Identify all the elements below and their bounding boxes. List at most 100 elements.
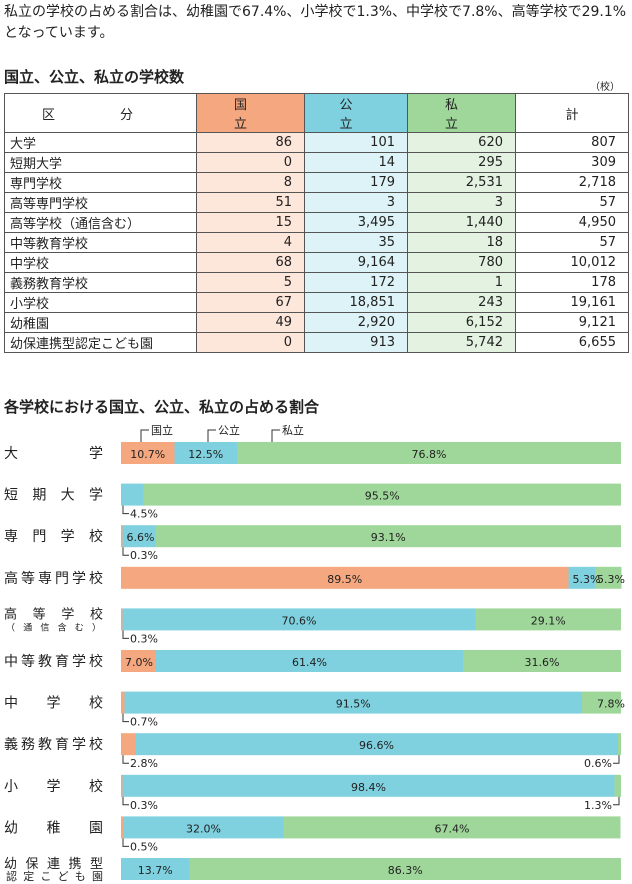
row-name: 高等学校（通信含む）: [4, 212, 197, 233]
table-title: 国立、公立、私立の学校数: [4, 68, 185, 86]
bar-private: [143, 483, 621, 506]
data-label-private: 31.6%: [525, 656, 560, 669]
bar-national: [121, 442, 175, 464]
data-label-public: 70.6%: [282, 614, 317, 627]
below-label-left: 0.3%: [130, 549, 158, 562]
bar-public: [123, 816, 284, 839]
cell-national: 68: [196, 252, 305, 273]
data-label-public: 98.4%: [351, 781, 386, 794]
bar-national: [121, 608, 123, 631]
bar-private: [595, 566, 622, 589]
below-label-left: 2.8%: [130, 757, 158, 770]
cell-public: 2,920: [304, 312, 408, 333]
cell-private: 620: [407, 132, 516, 153]
bar-public: [135, 733, 618, 756]
data-label-public: 96.6%: [359, 739, 394, 752]
ratio-chart: 国立 公立 私立 10.7% 12.5% 76.8% 大 学 95.5% 4.5% 短期大学 6.6…: [4, 423, 625, 883]
cell-total: 19,161: [515, 292, 629, 313]
data-label-private: 93.1%: [371, 531, 406, 544]
below-label-left: 4.5%: [130, 508, 158, 521]
bar-public: [568, 566, 595, 589]
leader-left: [122, 838, 129, 847]
data-label-national: 7.0%: [125, 656, 153, 669]
row-name: 幼稚園: [4, 312, 197, 333]
bar-private: [614, 774, 621, 797]
cell-public: 3: [304, 192, 408, 213]
bar-private: [189, 858, 621, 880]
table-row: 大学 86 101 620 807: [4, 132, 629, 153]
legend-leader: [271, 429, 280, 442]
legend-label-private: 私立: [282, 423, 304, 437]
category-label: 専門学校: [4, 528, 103, 545]
cell-private: 3: [407, 192, 516, 213]
school-count-table: 区 分 国 立 公 立 私 立 計 大学 86 101 620 807 短期大学 0 14 29…: [4, 93, 629, 353]
cell-public: 172: [304, 272, 408, 293]
cell-public: 14: [304, 152, 408, 173]
cell-total: 10,012: [515, 252, 629, 273]
bar-private: [618, 733, 621, 756]
header-total: 計: [515, 93, 629, 133]
cell-total: 57: [515, 192, 629, 213]
data-label-public: 32.0%: [186, 822, 221, 835]
cell-private: 18: [407, 232, 516, 253]
bar-national: [121, 650, 156, 672]
bar-private: [283, 816, 621, 839]
data-label-public: 13.7%: [138, 864, 173, 877]
cell-total: 4,950: [515, 212, 629, 233]
bar-public: [124, 691, 582, 714]
header-category: 区 分: [4, 93, 197, 133]
cell-national: 86: [196, 132, 305, 153]
cell-public: 179: [304, 172, 408, 193]
category-label: 大 学: [4, 446, 103, 462]
category-label: 中学校: [4, 695, 103, 712]
row-name: 幼保連携型認定こども園: [4, 332, 197, 353]
bar-national: [121, 816, 124, 839]
bar-private: [475, 608, 621, 631]
below-label-left: 0.3%: [130, 632, 158, 645]
bar-public: [156, 650, 463, 672]
bar-public: [121, 858, 190, 880]
bar-private: [155, 525, 621, 548]
row-name: 短期大学: [4, 152, 197, 173]
cell-total: 9,121: [515, 312, 629, 333]
legend-label-public: 公立: [218, 423, 240, 437]
cell-national: 4: [196, 232, 305, 253]
data-label-private: 76.8%: [412, 448, 447, 461]
table-row: 短期大学 0 14 295 309: [4, 152, 629, 173]
table-row: 幼保連携型認定こども園 0 913 5,742 6,655: [4, 332, 629, 353]
intro-text: 私立の学校の占める割合は、幼稚園で67.4%、小学校で1.3%、中学校で7.8%…: [4, 4, 627, 41]
cell-public: 101: [304, 132, 408, 153]
header-public: 公 立: [304, 93, 408, 133]
bar-public: [122, 774, 615, 797]
cell-national: 15: [196, 212, 305, 233]
below-label-left: 0.7%: [130, 716, 158, 729]
table-row: 中学校 68 9,164 780 10,012: [4, 252, 629, 273]
category-sublabel: （通信含む）: [6, 621, 101, 633]
legend-label-national: 国立: [151, 423, 173, 437]
below-label-right: 1.3%: [584, 799, 612, 812]
table-unit: （校）: [590, 82, 620, 93]
cell-public: 3,495: [304, 212, 408, 233]
bar-national: [121, 691, 125, 714]
leader-right: [613, 796, 620, 806]
cell-national: 49: [196, 312, 305, 333]
cell-private: 1,440: [407, 212, 516, 233]
data-label-private: 5.3%: [597, 573, 625, 586]
data-label-private: 29.1%: [531, 614, 566, 627]
cell-national: 0: [196, 152, 305, 173]
cell-private: 1: [407, 272, 516, 293]
table-header-row: 区 分 国 立 公 立 私 立 計: [4, 93, 629, 133]
table-row: 小学校 67 18,851 243 19,161: [4, 292, 629, 313]
cell-national: 8: [196, 172, 305, 193]
bar-public: [122, 608, 476, 631]
cell-total: 6,655: [515, 332, 629, 353]
leader-left: [122, 755, 129, 764]
row-name: 高等専門学校: [4, 192, 197, 213]
leader-left: [122, 796, 129, 806]
table-row: 高等学校（通信含む） 15 3,495 1,440 4,950: [4, 212, 629, 233]
bar-national: [121, 774, 123, 797]
table-row: 義務教育学校 5 172 1 178: [4, 272, 629, 293]
row-name: 専門学校: [4, 172, 197, 193]
bar-private: [463, 650, 621, 672]
bar-public: [174, 442, 237, 464]
